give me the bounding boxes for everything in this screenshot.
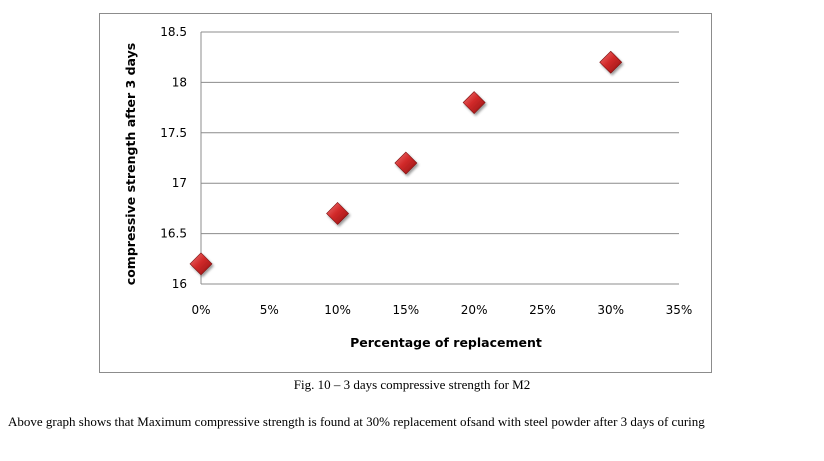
data-point (189, 252, 213, 276)
x-tick-label: 5% (260, 303, 279, 317)
x-tick-label: 20% (461, 303, 488, 317)
x-tick-label: 30% (597, 303, 624, 317)
x-tick-label: 0% (191, 303, 210, 317)
chart-frame: 16 16.5 17 17.5 18 18.5 0% 5% 10% 15% 20% 25% 30% 35%… (99, 13, 712, 373)
x-tick-label: 25% (529, 303, 556, 317)
y-tick-label: 18 (172, 75, 187, 89)
x-axis-title: Percentage of replacement (350, 335, 542, 350)
y-axis-title: compressive strength after 3 days (123, 43, 138, 285)
y-tick-label: 18.5 (160, 25, 187, 39)
scatter-chart: 16 16.5 17 17.5 18 18.5 0% 5% 10% 15% 20% 25% 30% 35%… (123, 25, 693, 350)
data-point (394, 151, 418, 175)
x-tick-label: 15% (393, 303, 420, 317)
data-point (462, 91, 486, 114)
y-tick-label: 17 (172, 176, 187, 190)
body-paragraph: Above graph shows that Maximum compressi… (8, 414, 705, 429)
y-tick-label: 17.5 (160, 126, 187, 140)
figure-caption: Fig. 10 – 3 days compressive strength fo… (293, 377, 531, 392)
data-point (326, 202, 349, 225)
y-tick-label: 16 (172, 277, 187, 291)
data-point (599, 50, 623, 74)
x-tick-label: 10% (324, 303, 351, 317)
x-tick-label: 35% (666, 303, 693, 317)
y-tick-label: 16.5 (160, 227, 187, 241)
